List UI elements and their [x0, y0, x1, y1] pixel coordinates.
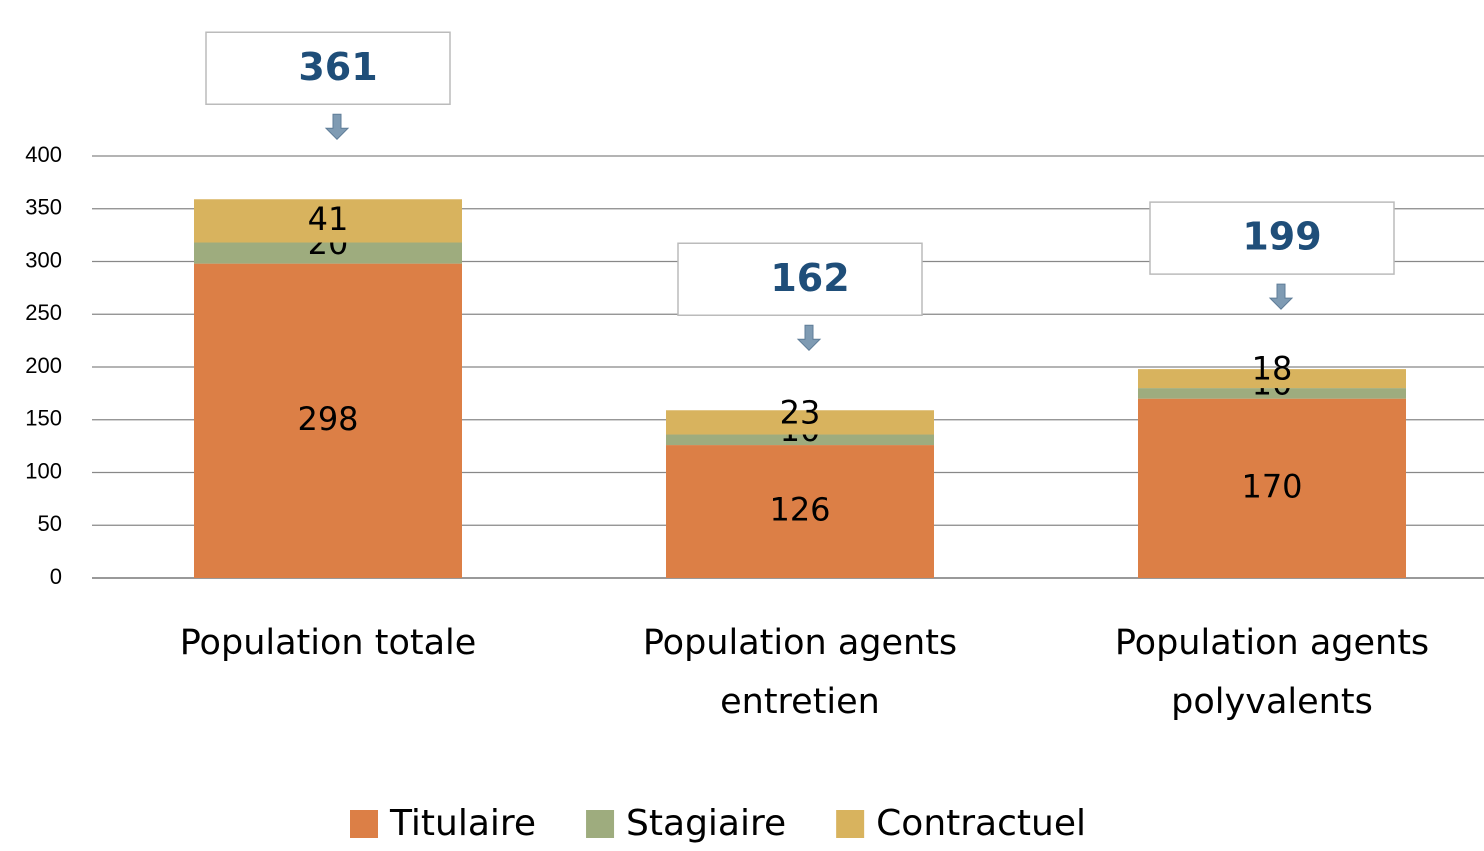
bar-segment [1138, 369, 1406, 389]
total-label: 162 [770, 256, 849, 300]
data-label: 41 [308, 200, 349, 238]
y-tick-label: 200 [25, 353, 62, 378]
bar-segment [1138, 398, 1406, 578]
y-tick-label: 350 [25, 195, 62, 220]
data-label: 298 [297, 400, 358, 438]
bar-segment [194, 242, 462, 264]
bar-segment [1138, 388, 1406, 399]
arrow [796, 324, 822, 351]
data-label: 18 [1252, 350, 1293, 388]
legend-swatch [836, 810, 865, 838]
legend-label: Contractuel [876, 803, 1086, 844]
legend-swatch [586, 810, 615, 838]
y-tick-label: 100 [25, 458, 62, 483]
bar-segment [666, 410, 934, 435]
bar-segment [194, 263, 462, 578]
legend-swatch [350, 810, 378, 838]
total-label: 361 [298, 45, 377, 89]
total-box [205, 31, 451, 106]
data-label: 170 [1241, 467, 1302, 505]
y-tick-label: 400 [25, 142, 62, 167]
x-tick-label: Population agents polyvalents [1115, 623, 1429, 722]
y-tick-label: 300 [25, 247, 62, 272]
legend-label: Stagiaire [626, 803, 786, 844]
bar-segment [666, 445, 934, 578]
arrow [1268, 283, 1294, 310]
y-tick-label: 0 [50, 564, 62, 589]
x-tick-label: Population totale [180, 623, 477, 663]
legend-label: Titulaire [389, 803, 536, 844]
total-box [1149, 201, 1395, 275]
y-tick-label: 250 [25, 300, 62, 325]
y-tick-label: 50 [38, 511, 62, 536]
y-tick-label: 150 [25, 406, 62, 431]
total-label: 199 [1242, 215, 1321, 259]
bar-segment [666, 434, 934, 446]
total-box [677, 242, 923, 317]
arrow [324, 113, 350, 140]
data-label: 126 [769, 491, 830, 529]
x-tick-label: Population agents entretien [643, 623, 957, 722]
data-label: 23 [780, 393, 821, 431]
bar-segment [194, 199, 462, 243]
